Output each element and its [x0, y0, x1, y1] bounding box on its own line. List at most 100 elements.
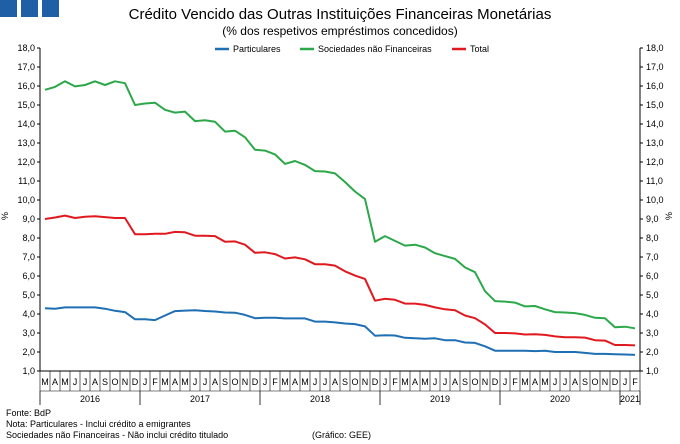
y-tick-label-left: 7,0 — [22, 252, 35, 262]
y-axis-label-right: % — [664, 212, 674, 220]
chart-title: Crédito Vencido das Outras Instituições … — [128, 6, 552, 23]
y-tick-label-left: 13,0 — [17, 138, 35, 148]
x-tick-label: F — [632, 377, 638, 387]
x-tick-label: A — [292, 377, 298, 387]
y-tick-label-right: 4,0 — [646, 309, 659, 319]
x-tick-label: M — [521, 377, 529, 387]
x-tick-label: J — [263, 377, 268, 387]
y-tick-label-right: 2,0 — [646, 347, 659, 357]
y-tick-label-right: 15,0 — [646, 100, 664, 110]
x-tick-label: M — [41, 377, 49, 387]
y-tick-label-right: 6,0 — [646, 271, 659, 281]
x-tick-label: S — [462, 377, 468, 387]
x-tick-label: D — [372, 377, 379, 387]
y-tick-label-right: 12,0 — [646, 157, 664, 167]
x-tick-label: D — [252, 377, 259, 387]
y-tick-label-right: 11,0 — [646, 176, 663, 186]
y-tick-label-right: 7,0 — [646, 252, 659, 262]
x-tick-label: D — [492, 377, 499, 387]
y-tick-label-left: 8,0 — [22, 233, 35, 243]
y-tick-label-right: 17,0 — [646, 62, 664, 72]
x-tick-label: J — [313, 377, 318, 387]
x-tick-label: J — [553, 377, 558, 387]
footer-source: Fonte: BdP — [6, 408, 52, 418]
x-tick-label: D — [132, 377, 139, 387]
x-tick-label: F — [272, 377, 278, 387]
y-tick-label-right: 16,0 — [646, 81, 664, 91]
x-tick-label: O — [471, 377, 478, 387]
footer-credit: (Gráfico: GEE) — [312, 430, 372, 440]
x-tick-label: A — [92, 377, 98, 387]
x-tick-label: N — [362, 377, 369, 387]
x-tick-label: A — [532, 377, 538, 387]
y-tick-label-left: 14,0 — [17, 119, 35, 129]
x-tick-label: A — [412, 377, 418, 387]
x-tick-label: O — [591, 377, 598, 387]
y-tick-label-left: 11,0 — [18, 176, 35, 186]
x-tick-label: J — [443, 377, 448, 387]
x-tick-label: F — [392, 377, 398, 387]
x-tick-label: A — [172, 377, 178, 387]
x-tick-label: M — [421, 377, 429, 387]
y-tick-label-left: 16,0 — [17, 81, 35, 91]
year-label: 2019 — [430, 394, 450, 404]
x-tick-label: J — [203, 377, 208, 387]
y-tick-label-right: 9,0 — [646, 214, 659, 224]
footer-note-particulares: Nota: Particulares - Inclui crédito a em… — [6, 419, 191, 429]
y-tick-label-left: 9,0 — [22, 214, 35, 224]
x-tick-label: J — [323, 377, 328, 387]
y-tick-label-left: 17,0 — [17, 62, 35, 72]
x-tick-label: M — [281, 377, 289, 387]
x-tick-label: N — [122, 377, 129, 387]
x-tick-label: N — [602, 377, 609, 387]
x-tick-label: S — [102, 377, 108, 387]
x-tick-label: O — [111, 377, 118, 387]
x-tick-label: M — [541, 377, 549, 387]
legend-label-total: Total — [470, 44, 489, 54]
x-tick-label: J — [143, 377, 148, 387]
year-label: 2020 — [550, 394, 570, 404]
series-line-snf — [44, 80, 636, 330]
x-tick-label: M — [401, 377, 409, 387]
year-label: 2017 — [190, 394, 210, 404]
x-tick-label: J — [563, 377, 568, 387]
y-tick-label-left: 3,0 — [22, 328, 35, 338]
y-tick-label-right: 3,0 — [646, 328, 659, 338]
series-line-particulares — [44, 306, 636, 356]
footer-note-snf: Sociedades não Financeiras - Não inclui … — [6, 430, 229, 440]
x-tick-label: O — [231, 377, 238, 387]
x-tick-label: F — [512, 377, 518, 387]
y-axis-label-left: % — [0, 212, 10, 220]
x-tick-label: A — [212, 377, 218, 387]
year-label: 2021 — [620, 394, 640, 404]
y-tick-label-left: 10,0 — [17, 195, 35, 205]
y-tick-label-left: 18,0 — [17, 43, 35, 53]
x-tick-label: S — [342, 377, 348, 387]
x-tick-label: A — [452, 377, 458, 387]
y-tick-label-right: 8,0 — [646, 233, 659, 243]
legend-label-snf: Sociedades não Financeiras — [318, 44, 432, 54]
y-tick-label-right: 1,0 — [646, 366, 659, 376]
year-label: 2018 — [310, 394, 330, 404]
y-tick-label-left: 15,0 — [17, 100, 35, 110]
y-tick-label-left: 5,0 — [22, 290, 35, 300]
y-tick-label-left: 1,0 — [22, 366, 35, 376]
logo-square-2 — [21, 0, 38, 17]
x-tick-label: N — [242, 377, 249, 387]
x-tick-label: J — [623, 377, 628, 387]
x-tick-label: F — [152, 377, 158, 387]
y-tick-label-right: 13,0 — [646, 138, 664, 148]
x-tick-label: J — [83, 377, 88, 387]
series-line-total — [44, 214, 636, 347]
x-tick-label: S — [222, 377, 228, 387]
logo-square-3 — [42, 0, 59, 17]
logo-square-1 — [0, 0, 17, 17]
y-tick-label-left: 4,0 — [22, 309, 35, 319]
x-tick-label: M — [161, 377, 169, 387]
x-tick-label: O — [351, 377, 358, 387]
x-tick-label: M — [181, 377, 189, 387]
x-tick-label: J — [73, 377, 78, 387]
year-label: 2016 — [80, 394, 100, 404]
x-tick-label: J — [433, 377, 438, 387]
